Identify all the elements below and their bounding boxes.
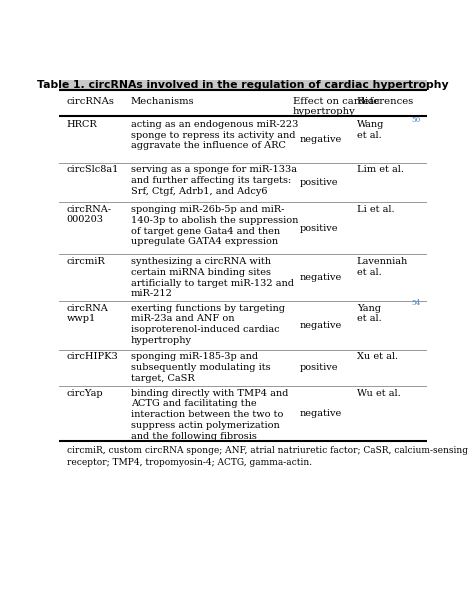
Text: circmiR: circmiR [66,257,105,266]
Text: circYap: circYap [66,389,103,398]
Text: acting as an endogenous miR-223
sponge to repress its activity and
aggravate the: acting as an endogenous miR-223 sponge t… [131,120,298,150]
Text: circHIPK3: circHIPK3 [66,353,118,361]
Text: Xu et al.: Xu et al. [357,353,398,361]
Text: exerting functions by targeting
miR-23a and ANF on
isoproterenol-induced cardiac: exerting functions by targeting miR-23a … [131,304,285,345]
Text: binding directly with TMP4 and
ACTG and facilitating the
interaction between the: binding directly with TMP4 and ACTG and … [131,389,288,441]
Text: Yang
et al.: Yang et al. [357,304,382,323]
Text: References: References [357,97,414,106]
Bar [59,80,427,89]
Text: sponging miR-185-3p and
subsequently modulating its
target, CaSR: sponging miR-185-3p and subsequently mod… [131,353,271,383]
Text: Mechanisms: Mechanisms [131,97,194,106]
Text: 50: 50 [411,116,420,124]
Text: Effect on cardiac
hypertrophy: Effect on cardiac hypertrophy [292,97,379,116]
Text: positive: positive [300,178,338,187]
Text: Wu et al.: Wu et al. [357,389,401,398]
Text: circRNA-
000203: circRNA- 000203 [66,205,111,225]
Text: HRCR: HRCR [66,120,97,129]
Text: circSlc8a1: circSlc8a1 [66,165,119,175]
Text: negative: negative [300,321,342,330]
Text: negative: negative [300,273,342,282]
Text: circRNAs: circRNAs [66,97,115,106]
Text: serving as a sponge for miR-133a
and further affecting its targets:
Srf, Ctgf, A: serving as a sponge for miR-133a and fur… [131,165,297,196]
Text: negative: negative [300,135,342,144]
Text: positive: positive [300,223,338,233]
Text: circmiR, custom circRNA sponge; ANF, atrial natriuretic factor; CaSR, calcium-se: circmiR, custom circRNA sponge; ANF, atr… [66,446,467,466]
Text: positive: positive [300,363,338,372]
Text: 54: 54 [411,300,420,307]
Text: negative: negative [300,409,342,418]
Text: synthesizing a circRNA with
certain miRNA binding sites
artificially to target m: synthesizing a circRNA with certain miRN… [131,257,294,298]
Text: sponging miR-26b-5p and miR-
140-3p to abolish the suppression
of target gene Ga: sponging miR-26b-5p and miR- 140-3p to a… [131,205,298,246]
Text: Li et al.: Li et al. [357,205,394,214]
Text: circRNA
wwp1: circRNA wwp1 [66,304,109,323]
Text: Lavenniah
et al.: Lavenniah et al. [357,257,408,277]
Text: Lim et al.: Lim et al. [357,165,404,175]
Text: Wang
et al.: Wang et al. [357,120,384,140]
Text: Table 1. circRNAs involved in the regulation of cardiac hypertrophy: Table 1. circRNAs involved in the regula… [37,80,449,90]
